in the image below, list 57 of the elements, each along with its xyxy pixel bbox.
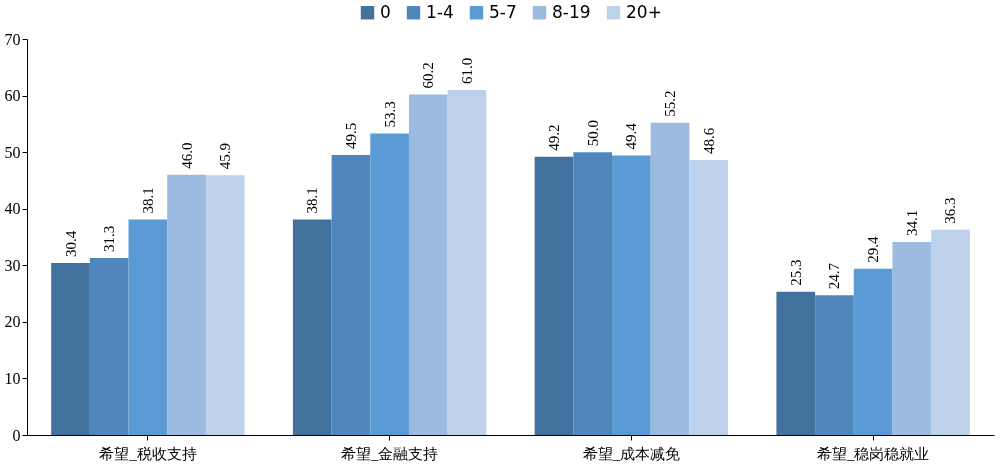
data-label: 49.5 — [342, 122, 359, 149]
x-tick-label: 希望_稳岗稳就业 — [816, 445, 930, 462]
bar — [892, 242, 932, 435]
y-tick-label: 0 — [12, 426, 21, 444]
data-label: 30.4 — [62, 230, 79, 258]
bar — [573, 152, 613, 435]
data-label: 55.2 — [662, 90, 679, 117]
bar — [447, 89, 487, 435]
y-tick-label: 10 — [4, 369, 21, 387]
data-label: 38.1 — [304, 187, 321, 214]
data-label: 31.3 — [101, 225, 118, 252]
bar — [292, 219, 332, 435]
data-label: 38.1 — [139, 187, 156, 214]
bar — [370, 133, 409, 435]
bar — [167, 174, 206, 435]
bar — [815, 295, 854, 435]
legend-label: 8-19 — [552, 1, 591, 22]
data-label: 48.6 — [700, 127, 717, 155]
bar — [331, 154, 371, 435]
data-label: 25.3 — [787, 259, 804, 286]
bar — [931, 229, 970, 435]
bar — [205, 175, 245, 435]
data-label: 29.4 — [865, 235, 882, 263]
data-label: 61.0 — [458, 57, 475, 84]
bar — [689, 160, 729, 435]
bar — [853, 268, 893, 435]
x-tick-label: 希望_税收支持 — [99, 445, 197, 462]
legend-label: 20+ — [626, 1, 662, 22]
y-tick-label: 20 — [4, 313, 21, 331]
data-label: 34.1 — [903, 209, 920, 237]
data-label: 49.4 — [623, 122, 640, 150]
legend-label: 1-4 — [426, 1, 454, 22]
bar — [128, 219, 168, 435]
data-label: 49.2 — [546, 124, 563, 151]
data-label: 60.2 — [420, 62, 437, 89]
legend-label: 5-7 — [489, 1, 517, 22]
bar — [650, 122, 690, 435]
bar — [51, 263, 90, 435]
bar — [408, 94, 448, 435]
data-label: 45.9 — [217, 143, 234, 170]
bar — [89, 257, 129, 435]
legend-label: 0 — [380, 1, 391, 22]
bar — [776, 291, 816, 435]
y-tick-label: 60 — [4, 87, 21, 105]
bar — [534, 156, 574, 435]
data-label: 50.0 — [584, 119, 601, 147]
data-label: 24.7 — [826, 262, 843, 290]
data-label: 46.0 — [178, 142, 195, 169]
y-tick-label: 70 — [4, 30, 21, 48]
x-tick-label: 希望_成本减免 — [582, 445, 681, 462]
x-tick-label: 希望_金融支持 — [340, 445, 439, 462]
y-tick-label: 30 — [4, 256, 21, 274]
bar — [612, 155, 651, 435]
data-label: 36.3 — [942, 197, 959, 224]
y-tick-label: 40 — [4, 200, 21, 218]
data-label: 53.3 — [381, 101, 398, 128]
y-tick-label: 50 — [4, 143, 21, 161]
